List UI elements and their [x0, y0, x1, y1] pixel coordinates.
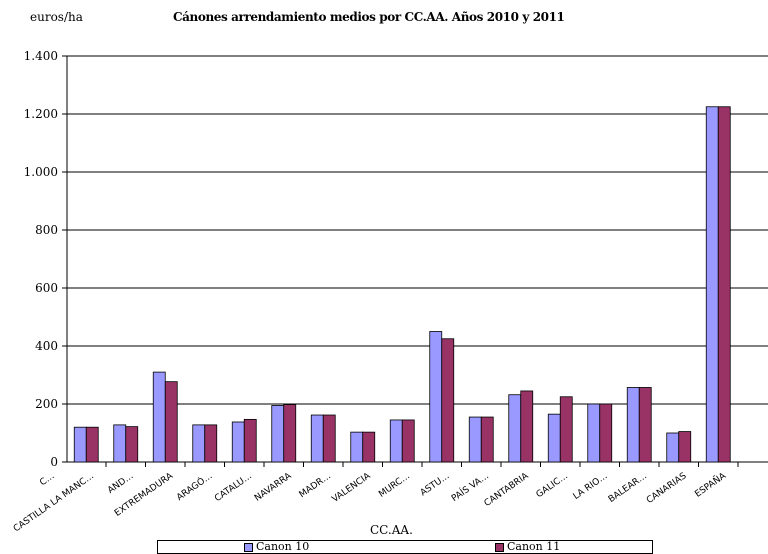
chart-legend: Canon 10 Canon 11: [157, 540, 653, 554]
bar-canon-10: [666, 432, 680, 463]
bar-canon-11: [401, 419, 415, 463]
bar-canon-10: [310, 414, 324, 463]
bar-canon-11: [717, 106, 731, 463]
bar-canon-10: [429, 331, 443, 463]
bar-canon-11: [164, 381, 178, 463]
bar-canon-10: [192, 424, 206, 463]
bar-canon-10: [113, 424, 127, 463]
bar-canon-11: [85, 426, 99, 463]
bar-canon-10: [468, 416, 482, 463]
x-tick-label: LA RIO…: [572, 471, 610, 502]
x-tick-label: BALEAR…: [607, 471, 649, 505]
bar-canon-11: [125, 426, 139, 463]
y-tick-label: 400: [35, 339, 58, 353]
bar-canon-10: [547, 413, 561, 463]
bar-canon-10: [271, 405, 285, 463]
bar-canon-11: [559, 396, 573, 463]
x-tick-label: C…: [38, 471, 56, 488]
bar-canon-10: [626, 387, 640, 463]
x-tick-label: ARAGÓ…: [174, 470, 215, 503]
legend-swatch-canon-11: [495, 542, 504, 552]
chart-title: Cánones arrendamiento medios por CC.AA. …: [173, 10, 565, 24]
y-tick-label: 1.200: [24, 107, 58, 121]
x-tick-label: CANTABRIA: [483, 471, 532, 509]
y-tick-label: 600: [35, 281, 58, 295]
bar-canon-11: [678, 431, 692, 463]
x-tick-label: MADR…: [298, 471, 333, 500]
bar-canon-11: [480, 416, 494, 463]
bar-canon-10: [389, 419, 403, 463]
bar-canon-11: [283, 404, 297, 463]
legend-label-canon-11: Canon 11: [507, 540, 561, 553]
bar-canon-10: [508, 394, 522, 463]
y-tick-label: 800: [35, 223, 58, 237]
x-tick-label: VALENCIA: [330, 471, 373, 505]
bar-canon-11: [322, 414, 336, 463]
y-tick-label: 0: [50, 455, 58, 469]
y-tick-label: 200: [35, 397, 58, 411]
bar-canon-10: [73, 426, 87, 463]
bar-canon-10: [152, 371, 166, 463]
y-tick-label: 1.000: [24, 165, 58, 179]
bar-canon-11: [243, 418, 257, 463]
bar-canon-11: [362, 431, 376, 463]
x-tick-label: MURC…: [377, 471, 412, 500]
bar-canon-11: [599, 403, 613, 463]
y-tick-label: 1.400: [24, 49, 58, 63]
bar-canon-10: [231, 421, 245, 463]
x-tick-label: AND…: [106, 471, 135, 496]
bar-canon-11: [441, 338, 455, 463]
bar-canon-11: [638, 387, 652, 463]
x-tick-label: CATALU…: [213, 471, 254, 504]
legend-item-canon-11: Canon 11: [495, 541, 560, 553]
legend-item-canon-10: Canon 10: [244, 541, 309, 553]
legend-label-canon-10: Canon 10: [256, 540, 310, 553]
bar-canon-10: [705, 106, 719, 463]
x-tick-label: CANARIAS: [645, 471, 689, 506]
x-tick-label: ESPAÑA: [693, 470, 729, 500]
bar-canon-10: [350, 431, 364, 463]
x-tick-label: NAVARRA: [253, 471, 294, 504]
legend-swatch-canon-10: [244, 542, 253, 552]
x-axis-title: CC.AA.: [370, 523, 413, 537]
x-tick-label: GALIC…: [535, 471, 570, 500]
bar-canon-11: [520, 390, 534, 463]
bar-canon-11: [204, 424, 218, 463]
x-tick-label: ASTU…: [419, 471, 452, 498]
y-axis-unit-label: euros/ha: [30, 10, 83, 24]
bar-canon-10: [587, 403, 601, 463]
